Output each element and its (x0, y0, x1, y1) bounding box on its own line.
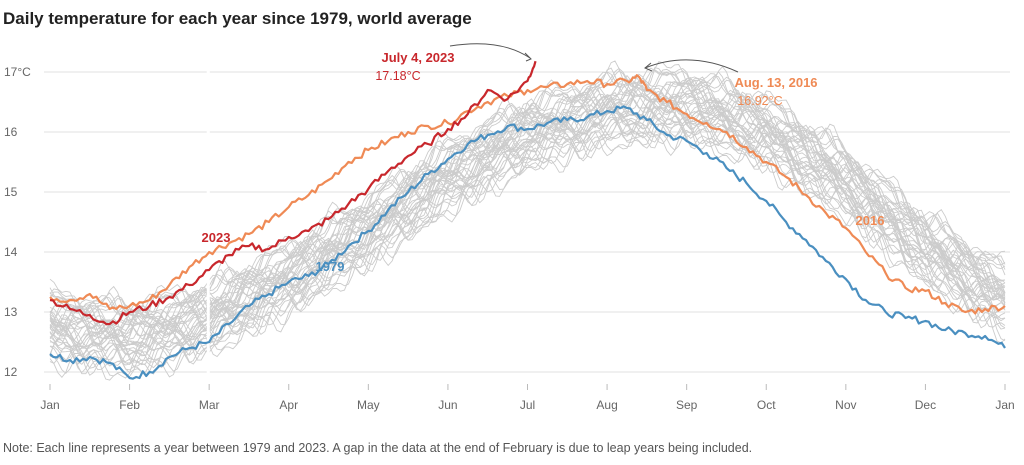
series-line-1979 (49, 105, 1006, 380)
arrow-2016 (644, 59, 739, 73)
label-2016: 2016 (856, 213, 885, 228)
series-line-2023 (49, 60, 537, 326)
y-tick-label: 13 (4, 305, 18, 319)
x-tick-label: Jul (520, 398, 535, 412)
x-tick-label: Dec (915, 398, 936, 412)
series-line-2016 (49, 74, 1006, 315)
x-tick-label: Aug (596, 398, 617, 412)
x-tick-label: Oct (757, 398, 776, 412)
arrow-2023-head (524, 52, 532, 62)
background-year-lines (49, 60, 1006, 385)
x-tick-label: May (357, 398, 380, 412)
x-tick-label: Jan (995, 398, 1014, 412)
x-tick-label: Feb (119, 398, 140, 412)
y-tick-label: 14 (4, 245, 18, 259)
leap-year-gap (206, 70, 210, 385)
arrow-2016-head (644, 62, 653, 72)
highlighted-series (49, 60, 1006, 380)
chart-title: Daily temperature for each year since 19… (3, 9, 472, 28)
max-2016-date: Aug. 13, 2016 (734, 75, 817, 90)
x-tick-label: Mar (199, 398, 220, 412)
annotations: 2023 2016 1979 July 4, 2023 17.18°C Aug.… (202, 43, 885, 274)
background-year-line (49, 70, 1006, 320)
max-2016-value: 16.92°C (737, 94, 782, 108)
label-2023: 2023 (202, 230, 231, 245)
x-tick-label: Sep (676, 398, 698, 412)
max-2023-date: July 4, 2023 (382, 50, 455, 65)
footnote: Note: Each line represents a year betwee… (3, 441, 753, 455)
x-tick-label: Apr (279, 398, 298, 412)
x-tick-label: Jan (40, 398, 59, 412)
y-tick-label: 17°C (4, 65, 31, 79)
x-tick-label: Nov (835, 398, 856, 412)
y-axis-ticks: 17°C 16 15 14 13 12 (4, 65, 31, 379)
y-tick-label: 15 (4, 185, 18, 199)
x-axis-ticks: Jan Feb Mar Apr May Jun Jul Aug Sep Oct Nov Dec Jan (40, 384, 1015, 412)
y-tick-label: 12 (4, 365, 18, 379)
background-year-line (49, 113, 1006, 367)
max-2023-value: 17.18°C (375, 69, 420, 83)
x-tick-label: Jun (438, 398, 457, 412)
label-1979: 1979 (316, 259, 345, 274)
arrow-2023 (449, 43, 531, 59)
y-tick-label: 16 (4, 125, 18, 139)
